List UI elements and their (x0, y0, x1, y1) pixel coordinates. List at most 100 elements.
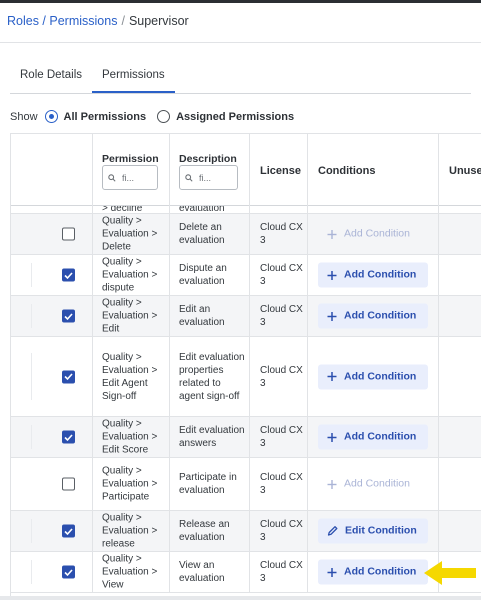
edit-condition-button[interactable]: Edit Condition (318, 518, 428, 544)
header-unused: Unuse (439, 134, 481, 206)
permission-checkbox[interactable] (62, 309, 75, 323)
license-header-label: License (260, 165, 301, 177)
permission-description: Edit an evaluation (179, 304, 225, 328)
search-icon (108, 173, 116, 182)
table-row: Quality > Evaluation > Edit Agent Sign-o… (11, 337, 481, 417)
table-row: Quality > Evaluation > Edit Score Edit e… (11, 417, 481, 458)
permission-checkbox[interactable] (62, 430, 75, 444)
permission-license: Cloud CX 3 (260, 519, 303, 543)
permission-description: Edit evaluation properties related to ag… (179, 351, 245, 402)
add-condition-button[interactable]: Add Condition (318, 424, 428, 450)
table-row: Quality > Evaluation > Edit Edit an eval… (11, 296, 481, 337)
condition-label: Add Condition (344, 268, 417, 281)
permission-checkbox[interactable] (62, 477, 75, 491)
condition-label: Edit Condition (345, 524, 417, 537)
table-row: Quality > Evaluation > View View an eval… (11, 552, 481, 593)
header-conditions: Conditions (308, 134, 439, 206)
permission-name: Quality > Evaluation > Delete (102, 215, 158, 253)
plus-icon (327, 229, 337, 239)
permission-filter-input[interactable]: fi... (102, 165, 158, 190)
plus-icon (327, 270, 337, 280)
condition-label: Add Condition (344, 430, 417, 443)
permission-checkbox[interactable] (62, 565, 75, 579)
description-filter-input[interactable]: fi... (179, 165, 238, 190)
add-condition-button[interactable]: Add Condition (318, 262, 428, 288)
permission-description: Edit evaluation answers (179, 425, 245, 449)
header-select (11, 134, 93, 206)
table-header: Permission fi... Description fi... Licen… (11, 134, 481, 206)
permission-checkbox[interactable] (62, 227, 75, 241)
conditions-header-label: Conditions (318, 165, 376, 177)
permission-license: Cloud CX 3 (260, 560, 303, 584)
permission-checkbox[interactable] (62, 370, 75, 383)
breadcrumb-roles-permissions-link[interactable]: Roles / Permissions (7, 14, 118, 28)
plus-icon (327, 432, 337, 442)
partial-permission: > decline (102, 206, 143, 214)
show-label: Show (10, 110, 38, 123)
description-header-label: Description (179, 153, 237, 165)
yellow-arrow-icon (424, 561, 476, 585)
assigned-permissions-label[interactable]: Assigned Permissions (176, 110, 295, 123)
table-row: Quality > Evaluation > Participate Parti… (11, 458, 481, 511)
description-filter-placeholder: fi... (199, 172, 212, 183)
permission-name: Quality > Evaluation > Edit (102, 297, 158, 335)
horizontal-scrollbar[interactable] (0, 596, 481, 600)
plus-icon (327, 479, 337, 489)
search-icon (185, 173, 193, 182)
unused-header-label: Unuse (449, 165, 481, 177)
add-condition-button[interactable]: Add Condition (318, 559, 428, 585)
permission-license: Cloud CX 3 (260, 364, 303, 389)
permission-name: Quality > Evaluation > Edit Score (102, 418, 158, 456)
tab-role-details[interactable]: Role Details (20, 69, 82, 81)
add-condition-button[interactable]: Add Condition (318, 472, 428, 497)
permission-description: Release an evaluation (179, 519, 230, 543)
table-row: Quality > Evaluation > dispute Dispute a… (11, 255, 481, 296)
add-condition-button[interactable]: Add Condition (318, 303, 428, 329)
plus-icon (327, 311, 337, 321)
assigned-permissions-radio[interactable] (157, 110, 171, 123)
plus-icon (327, 567, 337, 577)
top-bar (0, 0, 481, 3)
permission-description: Participate in evaluation (179, 472, 237, 496)
header-permission: Permission fi... (93, 134, 170, 206)
permission-license: Cloud CX 3 (260, 304, 303, 328)
permission-checkbox[interactable] (62, 524, 75, 538)
permission-license: Cloud CX 3 (260, 263, 303, 287)
tab-bar: Role Details Permissions (10, 60, 175, 93)
permission-name: Quality > Evaluation > dispute (102, 256, 158, 294)
permission-name: Quality > Evaluation > release (102, 512, 158, 550)
table-row: Quality > Evaluation > release Release a… (11, 511, 481, 552)
permission-header-label: Permission (102, 153, 159, 165)
plus-icon (327, 372, 337, 382)
add-condition-button[interactable]: Add Condition (318, 364, 428, 389)
partial-description: evaluation (179, 206, 225, 214)
permission-name: Quality > Evaluation > View (102, 553, 158, 591)
condition-label: Add Condition (344, 477, 410, 490)
breadcrumb-current: Supervisor (128, 14, 189, 28)
condition-label: Add Condition (344, 227, 410, 240)
pencil-icon (327, 526, 338, 537)
permission-license: Cloud CX 3 (260, 222, 303, 246)
add-condition-button[interactable]: Add Condition (318, 222, 428, 247)
permission-checkbox[interactable] (62, 268, 75, 282)
permission-description: Delete an evaluation (179, 222, 225, 246)
condition-label: Add Condition (344, 565, 417, 578)
tabs-divider (10, 93, 471, 94)
all-permissions-radio[interactable] (44, 110, 58, 123)
header-divider (0, 42, 481, 43)
table-row: Quality > Evaluation > Delete Delete an … (11, 214, 481, 255)
header-license: License (250, 134, 308, 206)
permission-name: Quality > Evaluation > Edit Agent Sign-o… (102, 351, 158, 402)
permission-description: View an evaluation (179, 560, 225, 584)
permission-description: Dispute an evaluation (179, 263, 227, 287)
permission-license: Cloud CX 3 (260, 472, 303, 496)
show-filter: Show All Permissions Assigned Permission… (10, 110, 305, 123)
all-permissions-label[interactable]: All Permissions (63, 110, 147, 123)
table-row-partial: > decline evaluation (11, 206, 481, 214)
permission-name: Quality > Evaluation > Participate (102, 465, 158, 503)
permission-license: Cloud CX 3 (260, 425, 303, 449)
condition-label: Add Condition (344, 309, 417, 322)
tab-permissions[interactable]: Permissions (92, 60, 175, 93)
breadcrumb: Roles / Permissions / Supervisor (7, 14, 189, 28)
permission-filter-placeholder: fi... (122, 172, 135, 183)
